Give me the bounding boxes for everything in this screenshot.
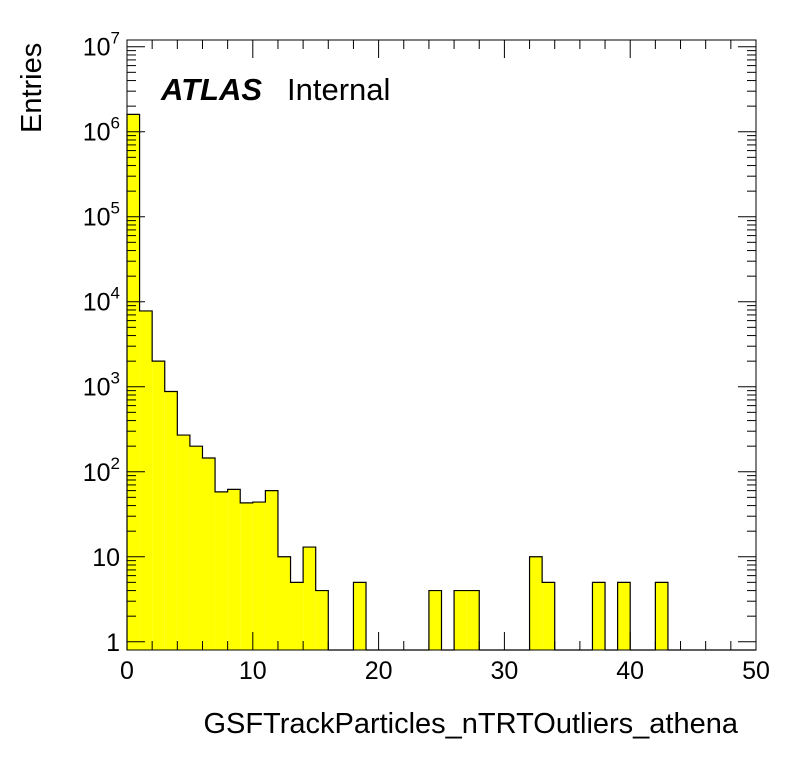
histogram-bin <box>265 490 278 650</box>
x-tick-label: 10 <box>239 657 267 685</box>
histogram-bin <box>353 582 367 650</box>
histogram-bin <box>152 361 165 650</box>
y-tick-label-base: 10 <box>92 544 120 572</box>
y-tick-label-base: 1 <box>106 629 120 657</box>
histogram-bars <box>126 113 756 651</box>
y-tick-label: 10 <box>92 544 120 572</box>
histogram-bin <box>454 590 467 650</box>
histogram-bin <box>315 590 329 650</box>
y-tick-label-exponent: 7 <box>111 29 120 48</box>
histogram-bin <box>655 582 668 650</box>
histogram-bin <box>290 582 304 650</box>
y-tick-label: 1 <box>106 629 120 657</box>
histogram-bin <box>428 590 442 650</box>
y-axis-title: Entries <box>16 43 48 133</box>
plot-frame <box>126 39 757 651</box>
histogram-bin <box>529 556 543 650</box>
y-tick-label: 107 <box>83 29 120 62</box>
axis-ticks <box>126 40 757 650</box>
histogram-bin <box>227 489 241 650</box>
y-tick-label: 102 <box>83 454 120 487</box>
y-tick-label: 104 <box>83 284 120 317</box>
y-tick-label-base: 10 <box>83 289 111 317</box>
histogram-bin <box>592 582 606 650</box>
y-tick-label: 103 <box>83 369 120 402</box>
y-tick-label-exponent: 2 <box>111 454 120 473</box>
histogram-bin <box>617 582 631 650</box>
histogram-bin <box>177 435 190 650</box>
y-tick-label-base: 10 <box>83 374 111 402</box>
histogram-bin <box>466 590 480 650</box>
y-tick-label: 106 <box>83 114 120 147</box>
y-tick-label-base: 10 <box>83 459 111 487</box>
y-tick-label-base: 10 <box>83 34 111 62</box>
y-tick-label-exponent: 3 <box>111 369 120 388</box>
atlas-label: ATLAS <box>160 72 262 107</box>
histogram-bin <box>252 502 266 650</box>
histogram-bin <box>277 556 291 650</box>
y-tick-label-exponent: 6 <box>111 114 120 133</box>
histogram-bin <box>215 491 228 650</box>
histogram-bin <box>240 502 253 650</box>
histogram-bin <box>164 391 178 650</box>
x-tick-label: 40 <box>616 657 644 685</box>
internal-label: Internal <box>287 72 390 107</box>
x-tick-label: 0 <box>120 657 134 685</box>
y-tick-label-exponent: 4 <box>111 284 120 303</box>
x-tick-label: 50 <box>742 657 770 685</box>
histogram-bin <box>542 582 555 650</box>
y-tick-label-base: 10 <box>83 119 111 147</box>
histogram-bin <box>189 446 203 650</box>
x-axis-title: GSFTrackParticles_nTRTOutliers_athena <box>203 708 738 740</box>
histogram-bin <box>303 547 316 650</box>
x-tick-label: 20 <box>365 657 393 685</box>
y-tick-label-base: 10 <box>83 204 111 232</box>
x-tick-label: 30 <box>490 657 518 685</box>
y-tick-label-exponent: 5 <box>111 199 120 218</box>
y-tick-label: 105 <box>83 199 120 232</box>
histogram-bin <box>139 310 153 650</box>
histogram-bin <box>202 458 216 650</box>
